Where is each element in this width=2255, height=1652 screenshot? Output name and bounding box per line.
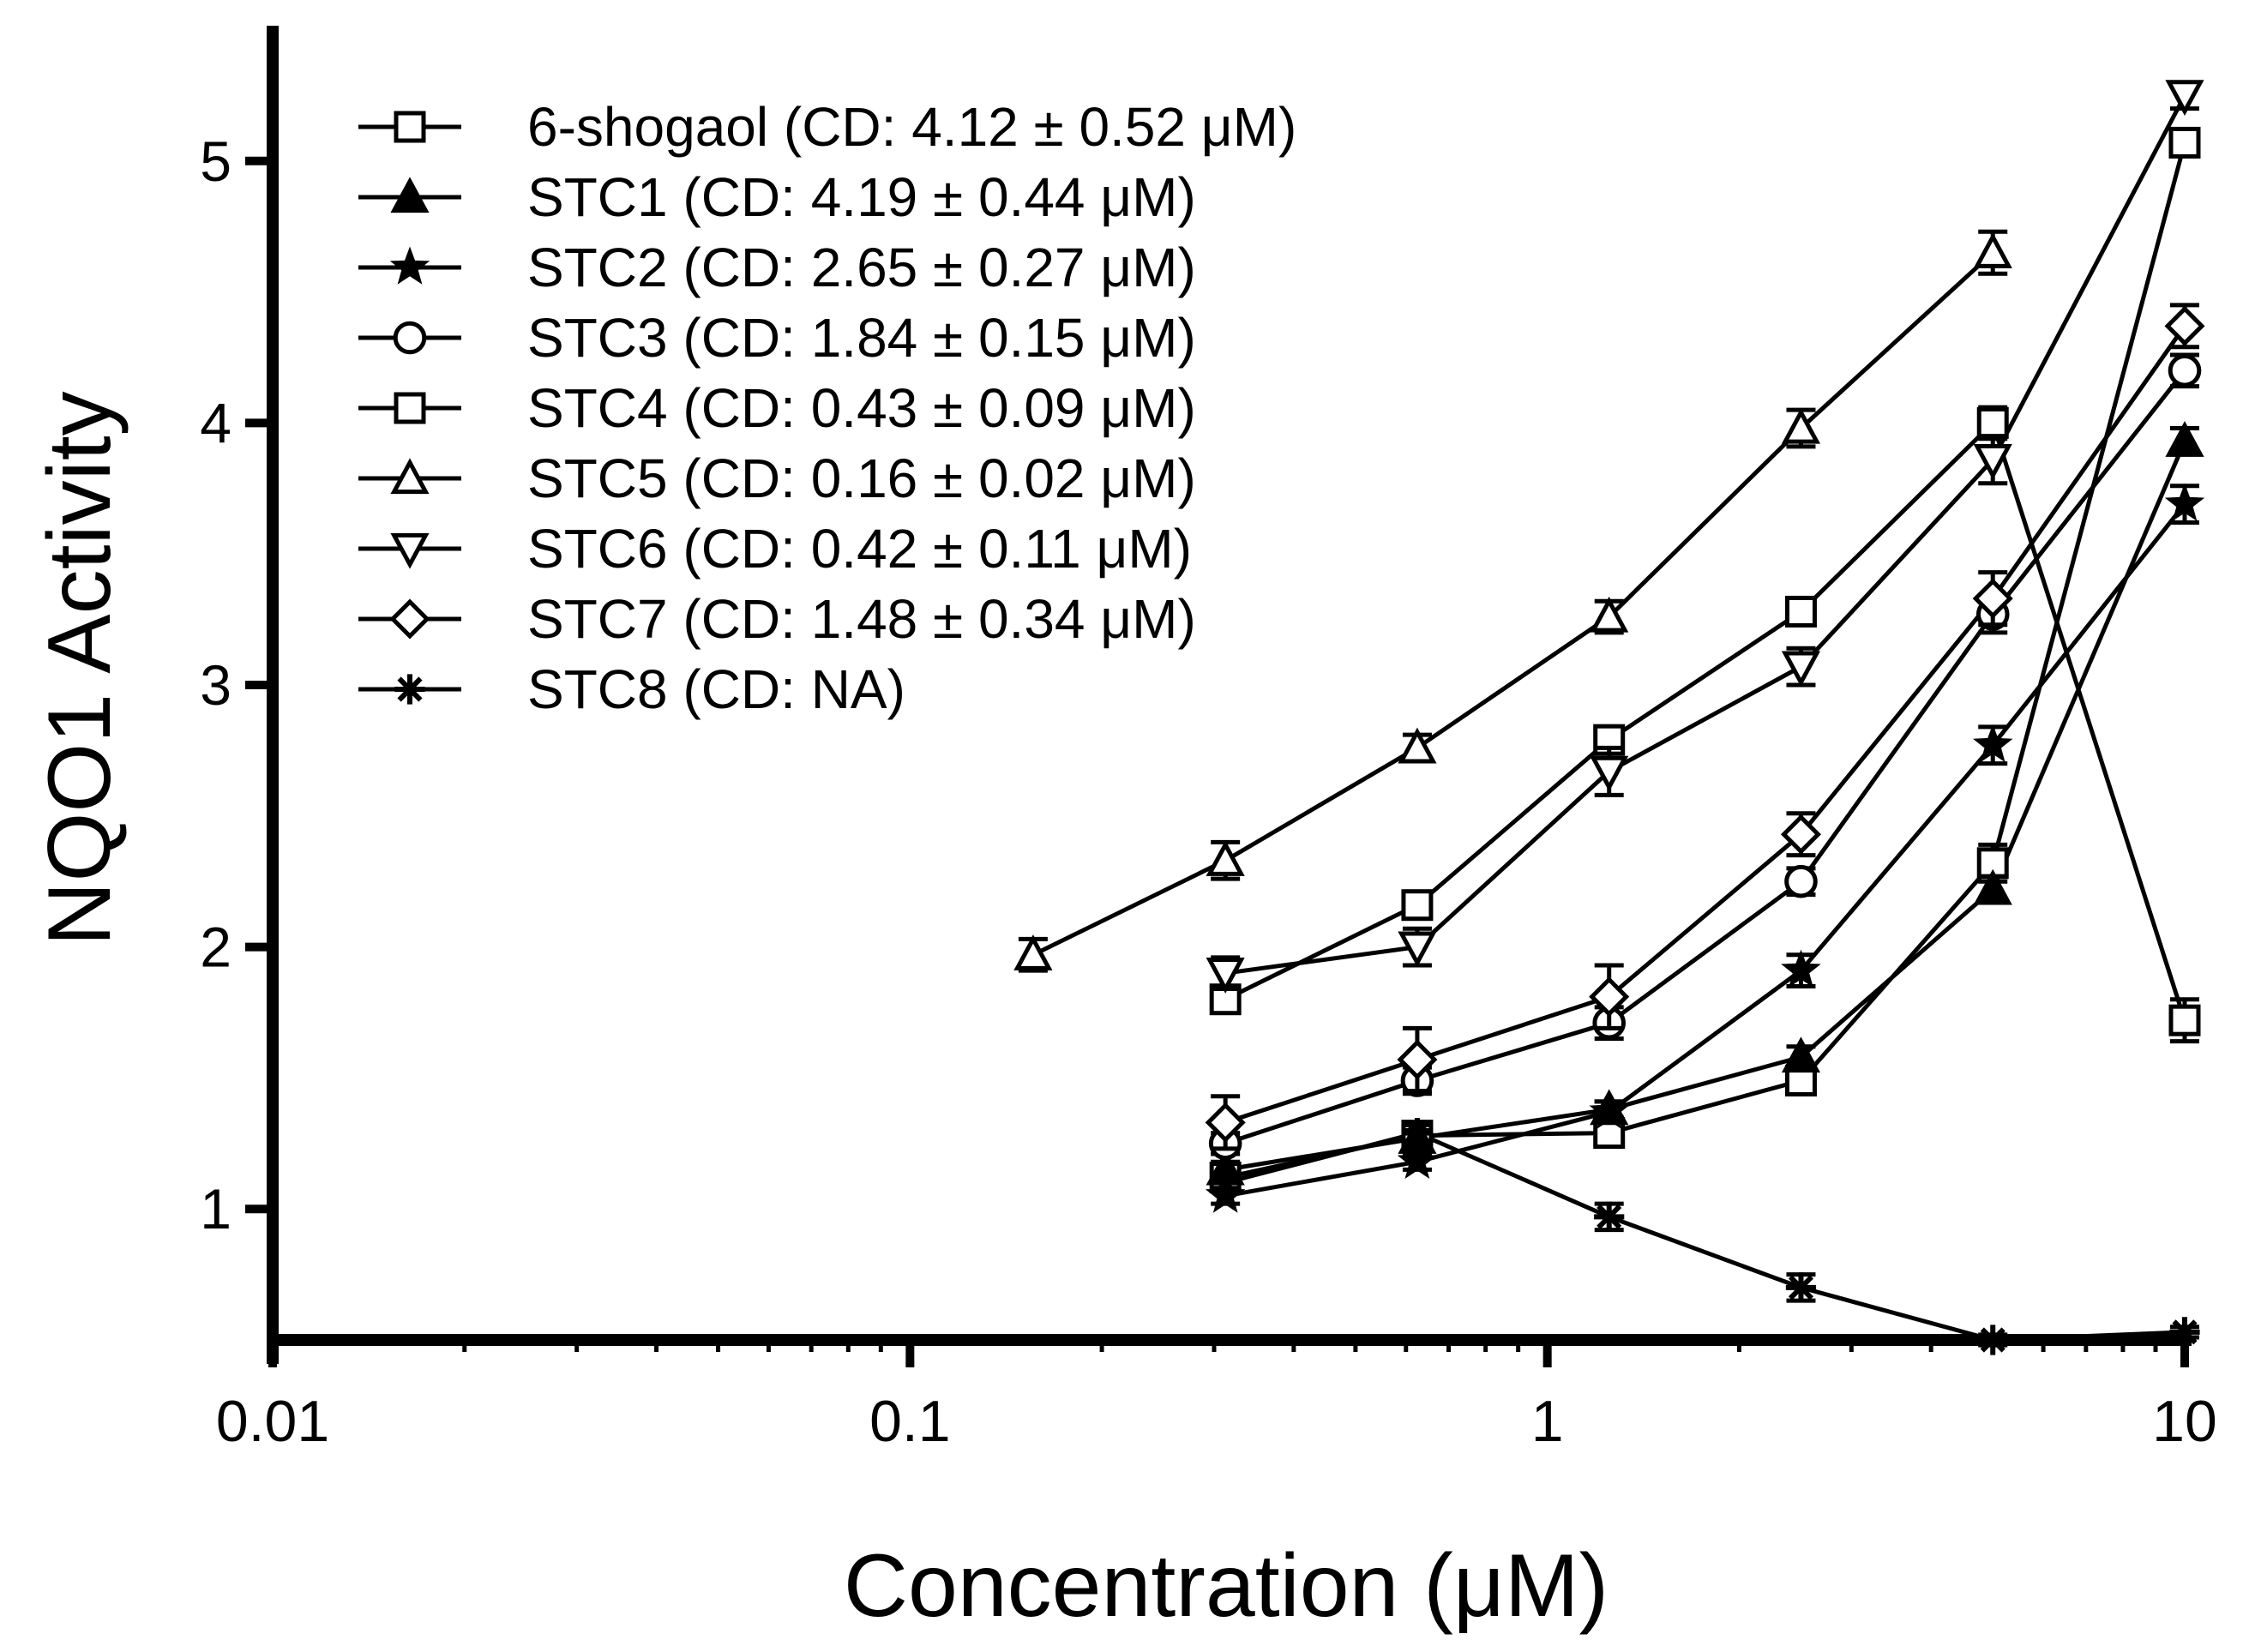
series-line-stc4 <box>1224 418 2187 1021</box>
data-point <box>1781 407 1821 444</box>
legend-label: STC8 (CD: NA) <box>527 658 905 720</box>
legend-label: STC1 (CD: 4.19 ± 0.44 μM) <box>527 166 1196 228</box>
data-point <box>2168 1004 2201 1036</box>
series-line-stc2 <box>1224 502 2186 1198</box>
y-tick-label: 4 <box>200 391 232 454</box>
axes: 1 2 3 4 5 0.01 0.1 1 10 <box>200 26 2217 1454</box>
data-point <box>2168 353 2202 387</box>
data-point <box>1206 840 1245 876</box>
data-point <box>1784 595 1817 628</box>
data-point <box>1401 889 1434 922</box>
x-axis-title: Concentration (μM) <box>844 1536 1609 1636</box>
data-point <box>1397 1039 1438 1080</box>
data-point <box>1973 232 2012 268</box>
data-point <box>1781 651 1821 688</box>
data-point <box>2164 305 2205 346</box>
series-line-stc5 <box>1031 250 1994 958</box>
legend-marker <box>390 177 430 213</box>
data-point <box>2165 80 2204 117</box>
data-point <box>1973 868 2012 905</box>
y-tick-label: 3 <box>200 653 232 717</box>
data-point <box>1013 934 1053 970</box>
legend-item: STC3 (CD: 1.84 ± 0.15 μM) <box>358 307 1196 369</box>
data-point <box>1785 1272 1817 1303</box>
series-line-stc7 <box>1224 324 2187 1125</box>
data-point <box>1594 1201 1625 1232</box>
y-tick-label: 1 <box>200 1177 232 1241</box>
y-tick-label: 5 <box>200 129 232 193</box>
data-point <box>1206 958 1245 994</box>
legend-item: STC1 (CD: 4.19 ± 0.44 μM) <box>358 166 1196 228</box>
x-tick-label: 10 <box>2152 1389 2217 1454</box>
legend-marker <box>393 321 427 355</box>
data-point <box>1590 755 1629 792</box>
data-point <box>1590 596 1629 633</box>
legend: 6-shogaol (CD: 4.12 ± 0.52 μM) STC1 (CD: … <box>358 96 1296 720</box>
data-point <box>1589 976 1630 1018</box>
data-point <box>1976 406 2009 439</box>
legend-label: STC5 (CD: 0.16 ± 0.02 μM) <box>527 448 1196 509</box>
data-point <box>1973 444 2012 480</box>
legend-marker <box>394 111 426 143</box>
data-point <box>2165 421 2204 457</box>
legend-item: STC4 (CD: 0.43 ± 0.09 μM) <box>358 377 1196 439</box>
legend-item: STC2 (CD: 2.65 ± 0.27 μM) <box>358 237 1196 298</box>
legend-item: STC8 (CD: NA) <box>358 658 905 720</box>
data-point <box>1781 1036 1821 1073</box>
data-point <box>1402 1117 1433 1149</box>
series-line-6-shogaol <box>1224 141 2187 1180</box>
data-point <box>1780 814 1822 855</box>
legend-label: STC2 (CD: 2.65 ± 0.27 μM) <box>527 237 1196 298</box>
data-point <box>1205 1102 1246 1143</box>
data-point <box>1781 949 1821 988</box>
series-line-stc6 <box>1224 94 2187 976</box>
legend-label: STC3 (CD: 1.84 ± 0.15 μM) <box>527 307 1196 369</box>
legend-marker <box>394 392 426 424</box>
legend-marker <box>389 598 430 640</box>
x-tick-label: 1 <box>1531 1389 1564 1454</box>
x-tick-label: 0.01 <box>216 1389 329 1454</box>
series-lines <box>1031 94 2187 1343</box>
data-point <box>1210 1168 1241 1198</box>
data-point <box>1397 1140 1438 1180</box>
data-point <box>1784 864 1818 898</box>
series-line-stc3 <box>1224 369 2186 1146</box>
data-point <box>2164 483 2205 521</box>
data-point <box>1972 724 2013 763</box>
data-point <box>1589 1090 1629 1129</box>
legend-marker <box>390 532 430 569</box>
legend-label: STC4 (CD: 0.43 ± 0.09 μM) <box>527 377 1196 439</box>
legend-marker <box>389 246 430 285</box>
legend-label: 6-shogaol (CD: 4.12 ± 0.52 μM) <box>527 96 1296 158</box>
y-axis-title: NQO1 Activity <box>30 391 129 946</box>
data-point <box>1972 578 2013 619</box>
y-tick-label: 2 <box>200 916 232 979</box>
data-point <box>1398 727 1437 764</box>
data-point <box>1976 847 2009 880</box>
series-line-stc8 <box>1224 1130 2186 1343</box>
data-point <box>2168 126 2201 159</box>
legend-item: STC6 (CD: 0.42 ± 0.11 μM) <box>358 518 1192 580</box>
legend-item: 6-shogaol (CD: 4.12 ± 0.52 μM) <box>358 96 1296 158</box>
legend-item: STC7 (CD: 1.48 ± 0.34 μM) <box>358 588 1196 650</box>
x-tick-label: 0.1 <box>869 1389 951 1454</box>
legend-label: STC7 (CD: 1.48 ± 0.34 μM) <box>527 588 1196 650</box>
legend-label: STC6 (CD: 0.42 ± 0.11 μM) <box>527 518 1192 580</box>
series-markers <box>1013 80 2205 1355</box>
data-point <box>1398 931 1437 968</box>
legend-item: STC5 (CD: 0.16 ± 0.02 μM) <box>358 448 1196 509</box>
legend-marker <box>390 458 430 495</box>
legend-marker <box>394 674 425 705</box>
